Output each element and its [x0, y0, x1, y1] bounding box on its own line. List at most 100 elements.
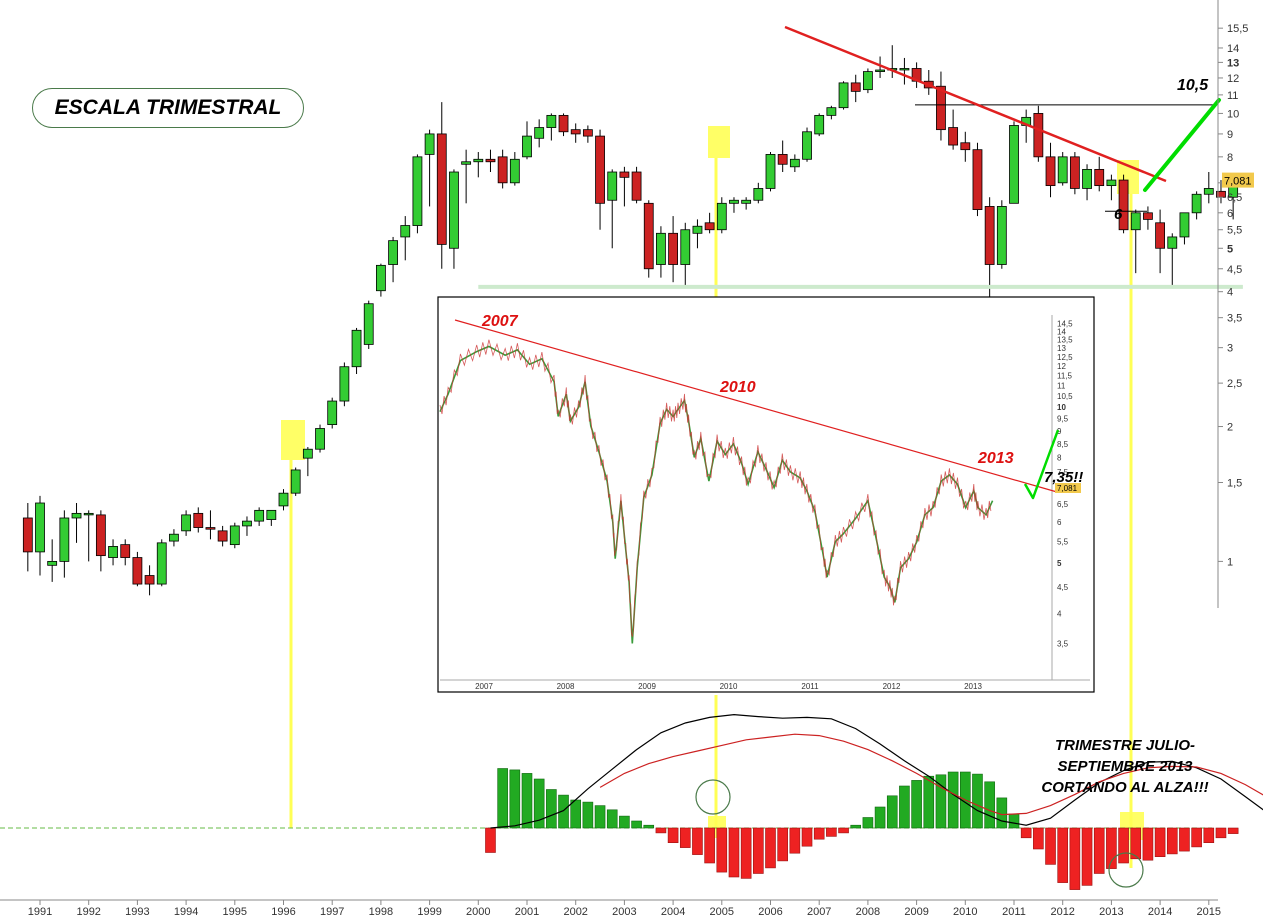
candle	[1094, 168, 1105, 187]
candle	[436, 133, 447, 245]
candle	[570, 129, 581, 135]
histogram-bar	[1069, 827, 1081, 890]
candle	[1106, 179, 1117, 187]
inset-label-2010: 2010	[719, 379, 756, 396]
histogram-bar	[740, 827, 752, 879]
histogram-bar	[1203, 827, 1215, 843]
candle	[1009, 125, 1019, 204]
y-tick-label: 15,5	[1227, 23, 1248, 35]
histogram-bar	[570, 799, 582, 829]
x-tick-label: 1994	[174, 906, 198, 918]
histogram-bar	[546, 789, 557, 829]
x-tick-label: 2003	[612, 906, 636, 918]
histogram-bar	[838, 827, 849, 834]
candle	[144, 575, 155, 585]
y-axis: 15,514131211109876,565,554,543,532,521,5…	[1217, 0, 1254, 608]
y-tick-label: 12	[1227, 73, 1239, 85]
candle	[668, 232, 678, 265]
candle	[1045, 156, 1056, 187]
histogram-bar	[923, 775, 935, 829]
candle	[1143, 212, 1153, 220]
candle	[1179, 212, 1190, 238]
x-tick-label: 1995	[223, 906, 247, 918]
inset-x-tick-label: 2010	[720, 682, 738, 691]
candle	[351, 329, 362, 368]
highlight-box-2005	[708, 126, 730, 158]
histogram-bar	[667, 827, 679, 843]
candle	[193, 512, 204, 528]
x-tick-label: 1997	[320, 906, 344, 918]
histogram-bar	[1020, 827, 1032, 839]
candle	[1155, 222, 1165, 249]
candle	[205, 527, 216, 530]
trend-line	[784, 25, 1167, 183]
histogram-bar	[1227, 827, 1239, 834]
inset-y-tick-label: 4	[1057, 609, 1062, 618]
histogram-bar	[911, 780, 922, 829]
y-tick-label: 6,5	[1227, 192, 1242, 204]
inset-y-tick-label: 13,5	[1057, 336, 1073, 345]
candle	[473, 158, 484, 163]
candle	[534, 127, 545, 139]
inset-price-badge-label: 7,081	[1057, 484, 1078, 493]
candle	[996, 206, 1007, 265]
annotation-line-2: SEPTIEMBRE 2013	[1057, 758, 1193, 775]
title-box: ESCALA TRIMESTRAL	[32, 88, 304, 128]
candle	[704, 222, 715, 231]
candle	[948, 127, 959, 146]
candle	[899, 68, 910, 71]
inset-frame	[437, 296, 1095, 693]
candle	[729, 199, 739, 204]
oscillator-panel	[0, 713, 1263, 890]
x-tick-label: 2013	[1099, 906, 1123, 918]
candle	[400, 225, 411, 238]
y-tick-label: 8	[1227, 152, 1233, 164]
cross-circle-2013	[1108, 852, 1144, 888]
candle	[254, 509, 265, 522]
candle	[302, 448, 313, 459]
inset-y-tick-label: 4,5	[1057, 583, 1069, 592]
candle	[169, 533, 179, 542]
candle	[777, 154, 788, 165]
fast-line	[490, 713, 1263, 829]
inset-y-tick-label: 3,5	[1057, 639, 1069, 648]
candle	[290, 469, 301, 494]
histogram-bar	[728, 827, 740, 878]
candle	[656, 232, 666, 265]
x-tick-label: 1993	[125, 906, 149, 918]
histogram-bar	[679, 827, 691, 848]
candle	[388, 240, 398, 265]
candle	[339, 366, 350, 402]
inset-label-2007: 2007	[481, 313, 519, 330]
histogram-bar	[582, 801, 594, 829]
histogram-bar	[1191, 827, 1202, 848]
inset-x-tick-label: 2011	[801, 682, 819, 691]
x-tick-label: 2006	[758, 906, 782, 918]
candle	[156, 542, 167, 585]
candle	[35, 502, 45, 553]
y-tick-label: 1,5	[1227, 478, 1242, 490]
histogram-bar	[631, 820, 642, 829]
x-tick-label: 1991	[28, 906, 52, 918]
x-tick-label: 2004	[661, 906, 685, 918]
inset-y-tick-label: 7,5	[1057, 468, 1069, 477]
histogram-bar	[826, 827, 837, 837]
inset-y-tick-label: 10	[1057, 403, 1066, 412]
candle	[595, 135, 605, 204]
inset-y-tick-label: 9	[1057, 427, 1062, 436]
candle	[753, 188, 764, 201]
histogram-bar	[1130, 827, 1142, 860]
forecast-arrow	[1143, 98, 1221, 192]
candle	[631, 171, 642, 201]
histogram-bar	[643, 824, 655, 829]
histogram-bar	[862, 817, 874, 829]
x-tick-label: 1996	[271, 906, 295, 918]
histogram-bar	[619, 815, 630, 829]
inset-y-tick-label: 9,5	[1057, 415, 1069, 424]
y-tick-label: 4	[1227, 287, 1233, 299]
candle	[741, 199, 752, 204]
candle	[229, 525, 240, 546]
candle	[936, 85, 946, 131]
candle	[120, 544, 131, 558]
